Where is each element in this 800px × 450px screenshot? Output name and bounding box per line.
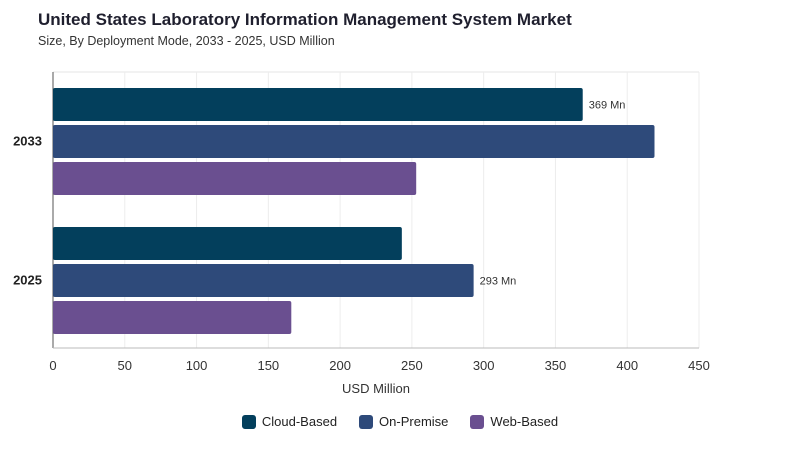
x-tick-label: 450 — [688, 358, 710, 373]
legend-item-cloud-based: Cloud-Based — [241, 414, 338, 429]
legend-swatch-on-premise — [359, 414, 374, 429]
legend-item-on-premise: On-Premise — [359, 414, 448, 429]
bar — [53, 301, 292, 334]
x-axis-title: USD Million — [342, 381, 410, 396]
x-tick-label: 50 — [118, 358, 132, 373]
category-label: 2033 — [13, 134, 42, 149]
bar — [53, 125, 655, 158]
legend-label-web-based: Web-Based — [490, 414, 559, 429]
legend-item-web-based: Web-Based — [470, 414, 558, 429]
chart-title: United States Laboratory Information Man… — [38, 10, 572, 29]
legend-label-cloud-based: Cloud-Based — [261, 414, 338, 429]
x-tick-label: 350 — [545, 358, 567, 373]
x-tick-label: 300 — [473, 358, 495, 373]
x-tick-label: 100 — [186, 358, 208, 373]
legend-swatch-cloud-based — [241, 414, 256, 429]
category-label: 2025 — [13, 273, 42, 288]
x-tick-label: 0 — [49, 358, 56, 373]
bar — [53, 162, 417, 195]
bar — [53, 227, 402, 260]
x-tick-label: 200 — [329, 358, 351, 373]
bar — [53, 264, 474, 297]
bar — [53, 88, 583, 121]
legend: Cloud-Based On-Premise Web-Based — [0, 414, 800, 429]
x-tick-label: 150 — [257, 358, 279, 373]
data-label: 293 Mn — [480, 276, 517, 288]
x-tick-label: 250 — [401, 358, 423, 373]
legend-label-on-premise: On-Premise — [379, 414, 449, 429]
x-tick-label: 400 — [616, 358, 638, 373]
chart-subtitle: Size, By Deployment Mode, 2033 - 2025, U… — [38, 34, 335, 48]
data-label: 369 Mn — [589, 100, 626, 112]
legend-swatch-web-based — [470, 414, 485, 429]
